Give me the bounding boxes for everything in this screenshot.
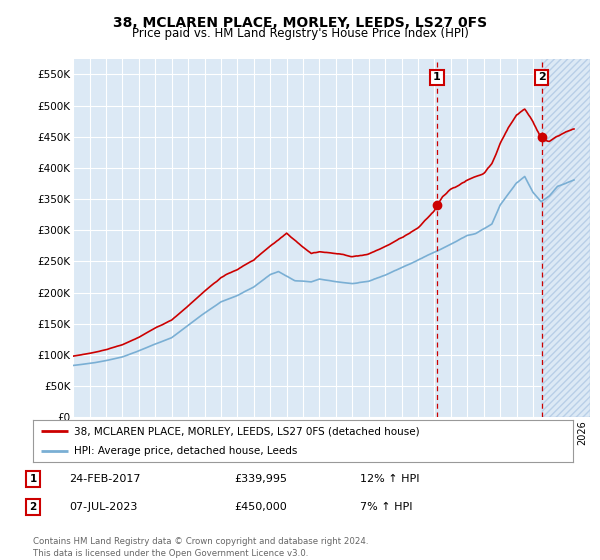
Text: 1: 1 xyxy=(29,474,37,484)
Text: 2: 2 xyxy=(29,502,37,512)
Text: Contains HM Land Registry data © Crown copyright and database right 2024.
This d: Contains HM Land Registry data © Crown c… xyxy=(33,537,368,558)
Text: 1: 1 xyxy=(433,72,441,82)
Text: 12% ↑ HPI: 12% ↑ HPI xyxy=(360,474,419,484)
Text: 7% ↑ HPI: 7% ↑ HPI xyxy=(360,502,413,512)
Text: £450,000: £450,000 xyxy=(234,502,287,512)
Text: HPI: Average price, detached house, Leeds: HPI: Average price, detached house, Leed… xyxy=(74,446,297,456)
Text: £339,995: £339,995 xyxy=(234,474,287,484)
Text: 24-FEB-2017: 24-FEB-2017 xyxy=(69,474,140,484)
Text: Price paid vs. HM Land Registry's House Price Index (HPI): Price paid vs. HM Land Registry's House … xyxy=(131,27,469,40)
Text: 38, MCLAREN PLACE, MORLEY, LEEDS, LS27 0FS (detached house): 38, MCLAREN PLACE, MORLEY, LEEDS, LS27 0… xyxy=(74,426,419,436)
Text: 38, MCLAREN PLACE, MORLEY, LEEDS, LS27 0FS: 38, MCLAREN PLACE, MORLEY, LEEDS, LS27 0… xyxy=(113,16,487,30)
Text: 07-JUL-2023: 07-JUL-2023 xyxy=(69,502,137,512)
Text: 2: 2 xyxy=(538,72,545,82)
